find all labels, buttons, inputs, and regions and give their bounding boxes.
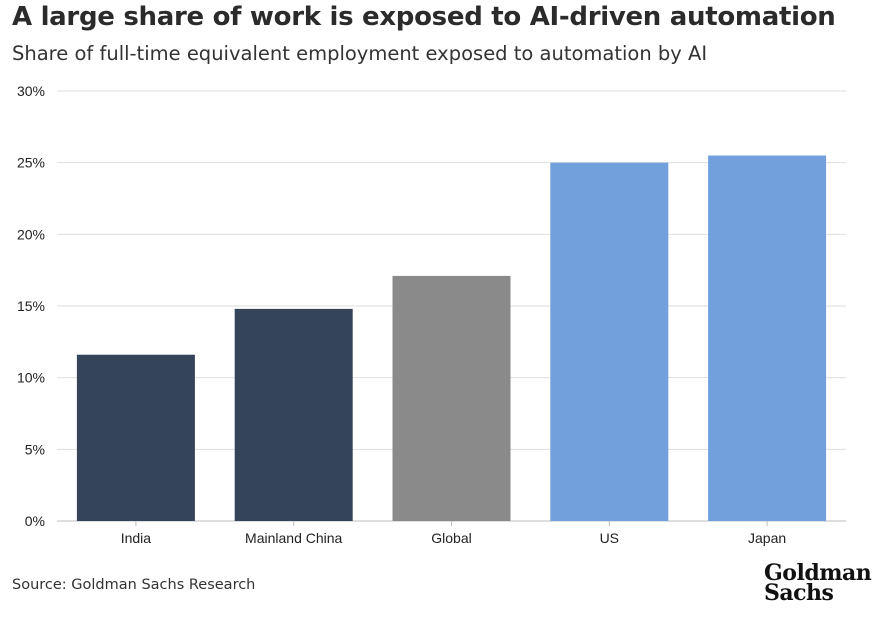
x-tick-label: Global — [431, 530, 471, 546]
bar — [392, 275, 511, 521]
x-tick-label: US — [600, 530, 619, 546]
y-tick-label: 0% — [25, 513, 45, 529]
logo-line-2: Sachs — [764, 580, 834, 606]
y-tick-label: 15% — [17, 298, 45, 314]
y-tick-label: 30% — [17, 83, 45, 99]
y-tick-label: 25% — [17, 155, 45, 171]
y-tick-label: 5% — [25, 441, 45, 457]
x-tick-label: Japan — [748, 530, 786, 546]
bar-chart: 0% 5% 10% 15% 20% 25% 30% India Mainland China Gl… — [17, 83, 846, 546]
chart-title: A large share of work is exposed to AI-d… — [12, 2, 836, 32]
x-tick-label: Mainland China — [245, 530, 342, 546]
goldman-sachs-logo: Goldman Sachs — [764, 560, 872, 606]
y-tick-label: 20% — [17, 226, 45, 242]
bar — [234, 308, 353, 521]
x-tick-label: India — [121, 530, 152, 546]
chart-subtitle: Share of full-time equivalent employment… — [12, 42, 708, 65]
source-note: Source: Goldman Sachs Research — [12, 577, 256, 593]
logo-line-1: Goldman — [764, 560, 872, 586]
bar — [708, 155, 827, 521]
y-tick-label: 10% — [17, 370, 45, 386]
bar — [550, 162, 669, 521]
bar — [76, 354, 195, 521]
